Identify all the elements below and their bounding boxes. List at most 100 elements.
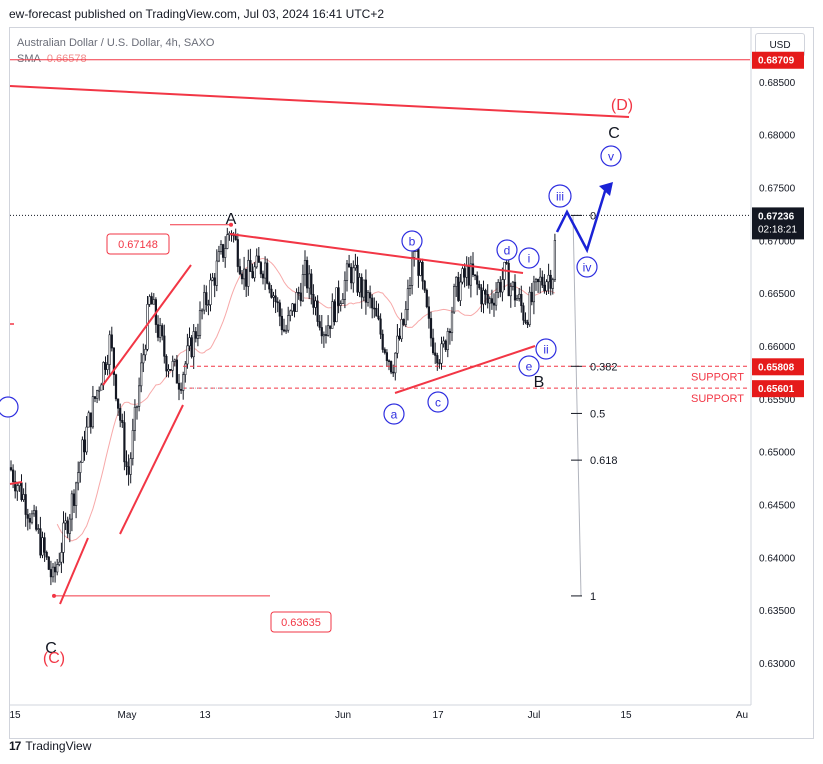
- candle-body: [51, 566, 55, 578]
- candle-body: [171, 361, 174, 371]
- candle-body: [429, 318, 433, 339]
- candle-body: [297, 292, 300, 294]
- symbol-title: Australian Dollar / U.S. Dollar, 4h, SAX…: [17, 37, 215, 49]
- y-tick-label: 0.65000: [759, 448, 796, 459]
- candle-body: [236, 239, 239, 267]
- candle-body: [133, 406, 137, 431]
- candle-body: [203, 292, 206, 311]
- candle-body: [251, 271, 254, 279]
- wave-label-iv: iv: [583, 261, 592, 275]
- y-tick-label: 0.63500: [759, 606, 796, 617]
- candle-body: [226, 234, 229, 249]
- candle-body: [463, 268, 466, 278]
- candle-body: [43, 537, 46, 553]
- wave-channel-lower: [119, 404, 184, 535]
- candle-body: [144, 348, 147, 356]
- candle-body: [494, 292, 498, 306]
- y-tick-label: 0.65500: [759, 395, 796, 406]
- wave-label-e: e: [526, 360, 533, 374]
- candle-body: [49, 569, 52, 578]
- wave-label-iii: iii: [556, 190, 564, 204]
- candle-body: [45, 551, 48, 558]
- candle-body: [159, 325, 162, 338]
- candle-body: [442, 340, 445, 345]
- candle-body: [379, 318, 382, 335]
- sma-legend[interactable]: SMA 0.66578: [17, 53, 87, 65]
- tradingview-footer[interactable]: 17 TradingView: [9, 739, 91, 753]
- candle-body: [81, 439, 84, 463]
- candle-body: [123, 422, 126, 463]
- candle-body: [188, 337, 191, 347]
- countdown-value: 02:18:21: [758, 224, 797, 235]
- current-price-value: 0.67236: [758, 211, 795, 222]
- candle-body: [85, 426, 88, 453]
- candle-body: [272, 295, 275, 298]
- candle-body: [47, 556, 50, 570]
- wave-label-red: (C): [43, 650, 65, 667]
- candle-body: [41, 537, 44, 556]
- sma-label: SMA: [17, 53, 41, 65]
- candle-body: [366, 292, 370, 303]
- y-tick-label: 0.64500: [759, 501, 796, 512]
- wave-label-partial: [0, 396, 19, 418]
- x-tick-label: 13: [199, 710, 211, 721]
- fib-level-label: 0.618: [590, 455, 618, 467]
- wave-channel-edge: [9, 481, 23, 485]
- candle-body: [413, 251, 416, 258]
- candle-body: [511, 281, 514, 287]
- candle-body: [329, 325, 332, 329]
- candle-body: [436, 355, 439, 364]
- candle-body: [53, 566, 57, 573]
- candle-body: [482, 290, 485, 305]
- candle-body: [335, 287, 338, 323]
- candle-body: [102, 362, 105, 386]
- candle-body: [215, 260, 218, 286]
- candle-body: [175, 359, 179, 384]
- candle-body: [515, 298, 519, 301]
- candle-body: [167, 369, 170, 372]
- candle-body: [387, 360, 391, 362]
- candle-body: [112, 347, 115, 375]
- candle-body: [219, 244, 223, 252]
- y-tick-label: 0.68000: [759, 131, 796, 142]
- candle-body: [448, 331, 452, 334]
- candle-body: [450, 311, 454, 334]
- level-box: [270, 611, 332, 633]
- candle-body: [150, 296, 153, 305]
- wave-label-circle: [496, 239, 518, 261]
- candle-body: [190, 337, 193, 358]
- candle-body: [243, 268, 246, 280]
- candle-body: [77, 472, 80, 484]
- candle-body: [20, 482, 23, 500]
- candle-body: [551, 279, 554, 289]
- candle-body: [299, 292, 302, 302]
- candle-body: [62, 522, 65, 553]
- x-tick-label: Jun: [335, 710, 351, 721]
- candle-body: [240, 273, 244, 280]
- candle-body: [392, 371, 395, 374]
- candle-body: [186, 345, 189, 365]
- wave-label-red: (D): [611, 97, 633, 114]
- candle-body: [280, 315, 284, 331]
- wave-label-c: c: [435, 396, 441, 410]
- candle-body: [98, 389, 101, 392]
- candle-body: [383, 349, 386, 353]
- candle-body: [543, 284, 546, 292]
- candle-body: [347, 263, 351, 268]
- candle-body: [16, 485, 19, 492]
- candle-body: [484, 290, 487, 295]
- candle-body: [375, 308, 378, 317]
- wave-label-b: b: [409, 235, 416, 249]
- candle-body: [131, 430, 134, 459]
- candle-body: [362, 279, 365, 298]
- candle-body: [316, 300, 319, 322]
- current-price-tag: [752, 207, 804, 240]
- candle-body: [534, 279, 538, 283]
- candle-body: [513, 281, 517, 301]
- triangle-upper-line: [229, 233, 524, 274]
- candle-body: [471, 263, 475, 276]
- wave-label-circle: [518, 355, 540, 377]
- candle-body: [385, 352, 389, 361]
- wave-label-d: d: [504, 244, 511, 258]
